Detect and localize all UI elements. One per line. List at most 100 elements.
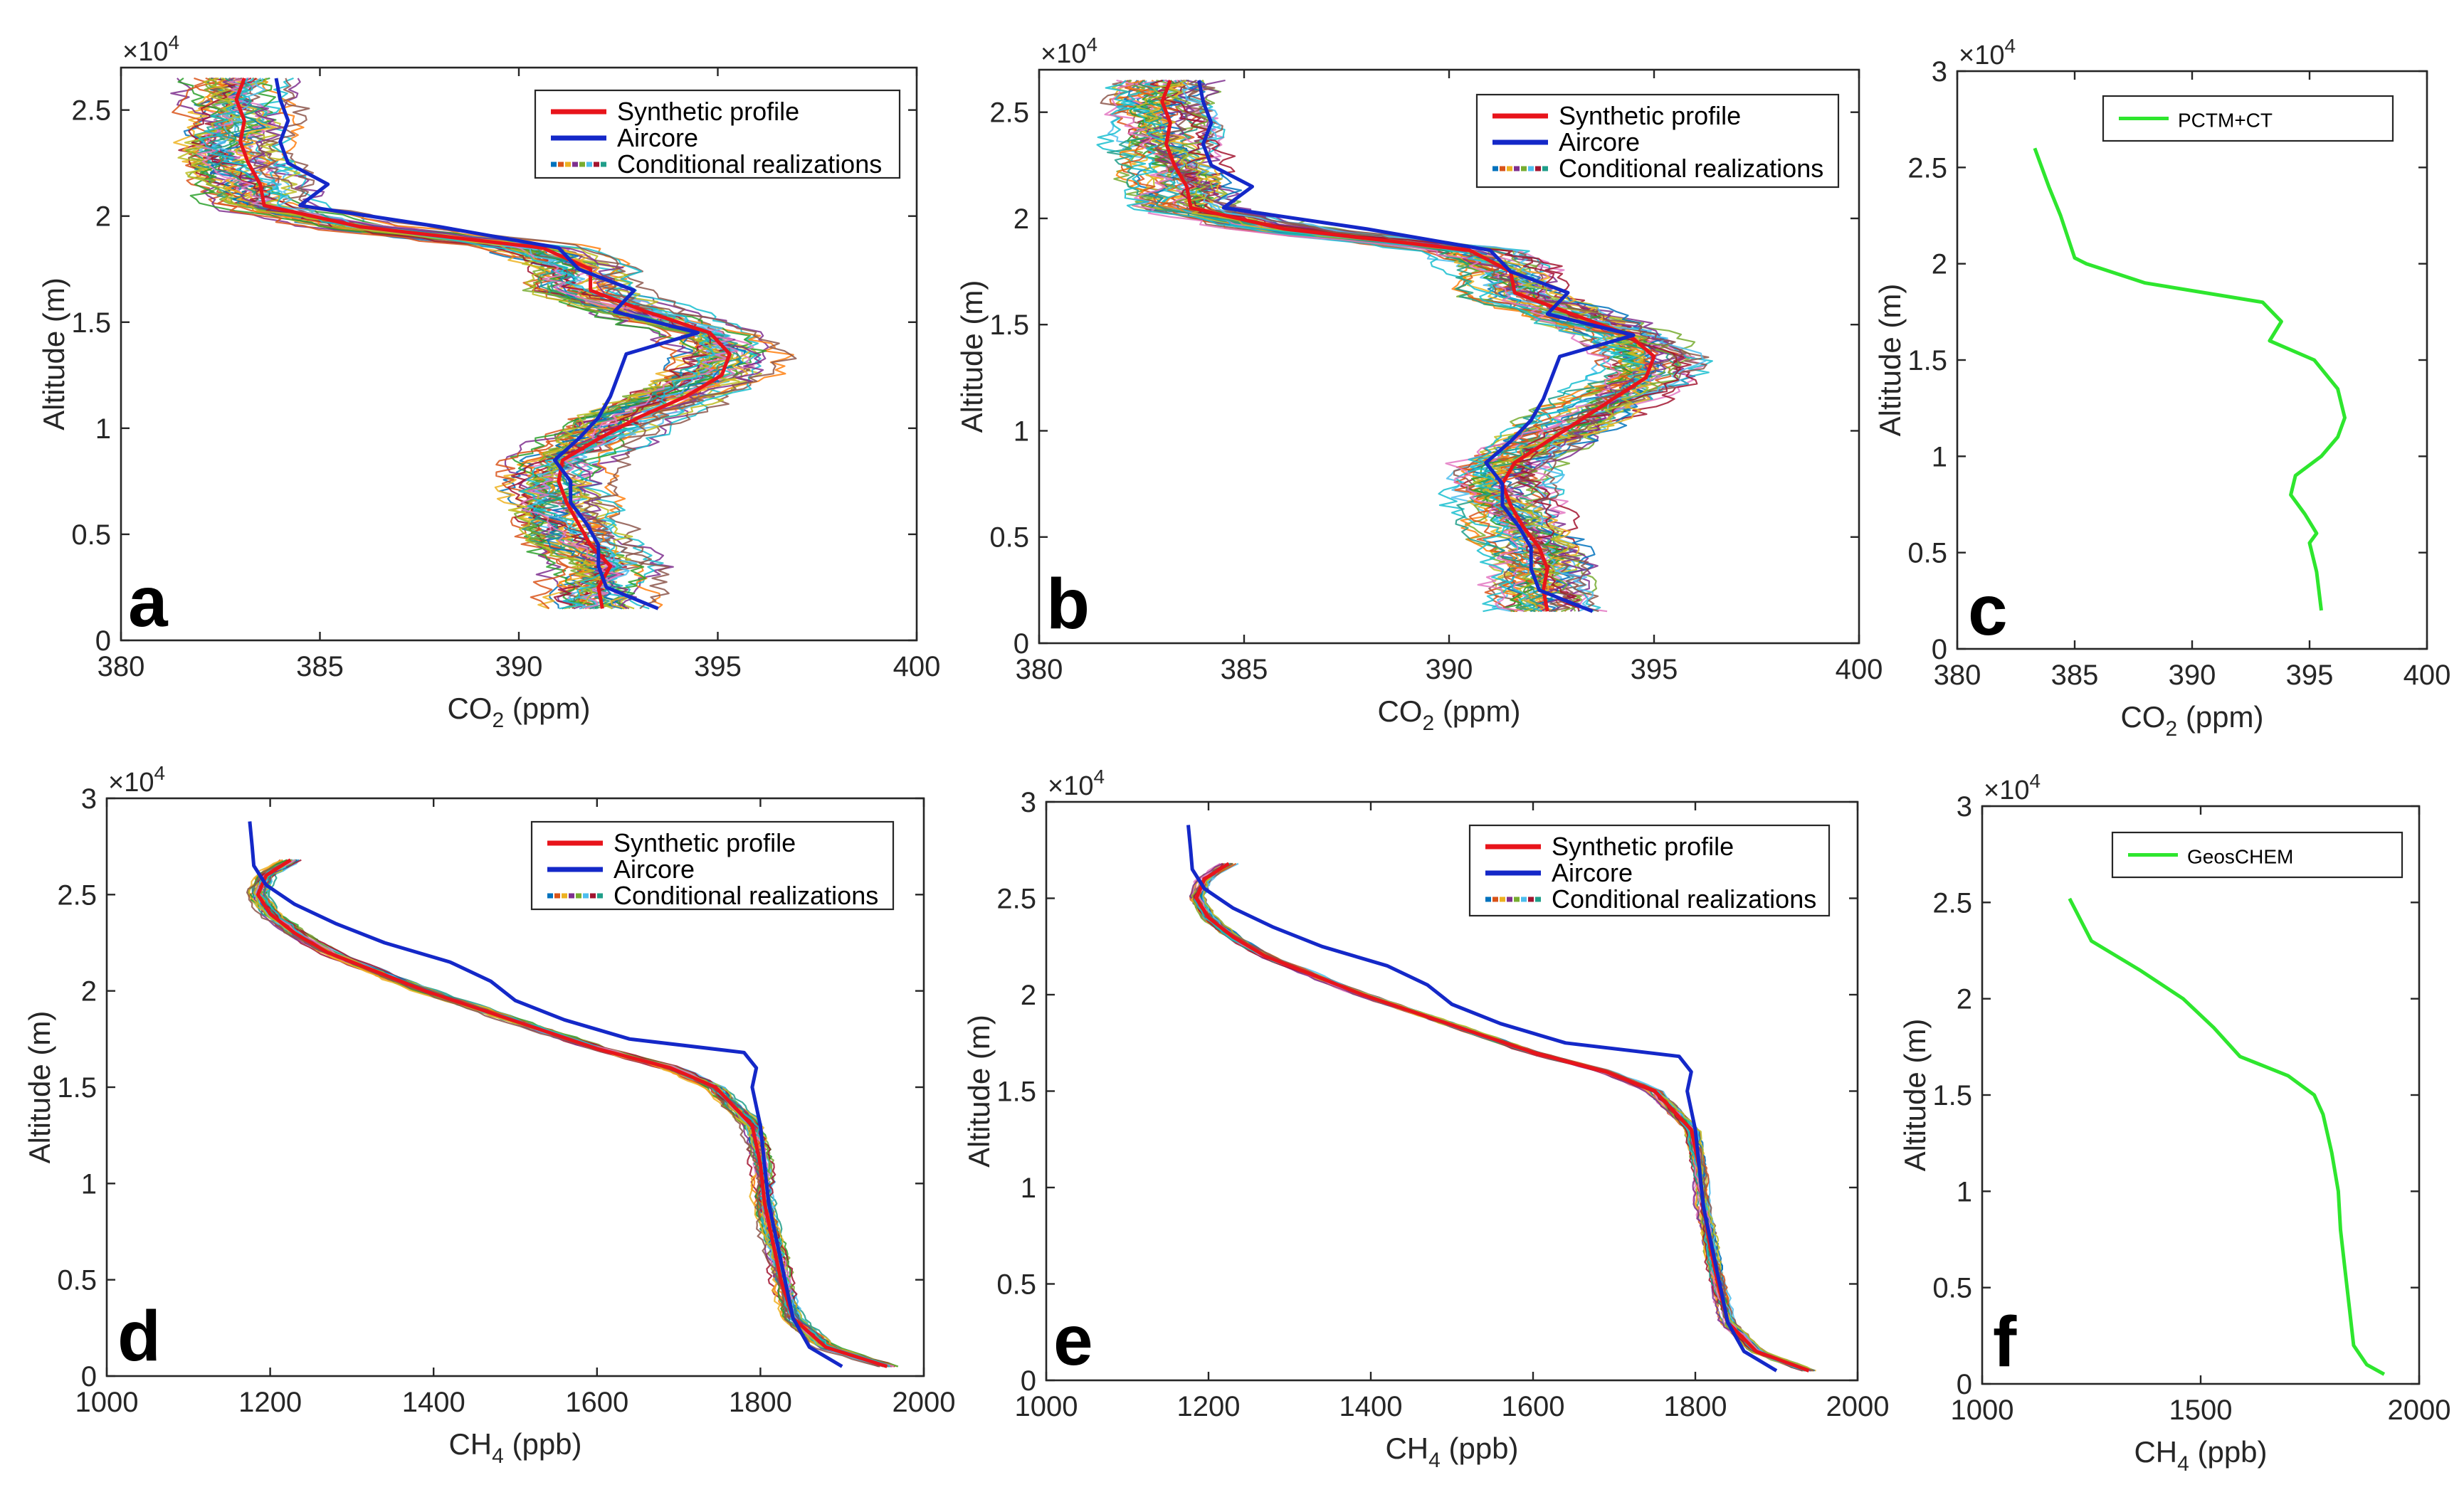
panel-b: 380 385 390 395 400 0 0.5 1 1.5 2 2.5 ×104 CO2 (ppm)… [955,33,1883,735]
x-tick-label: 1200 [1177,1391,1241,1422]
x-tick-label: 400 [2404,660,2451,691]
x-tick-label: 385 [296,651,344,682]
realization-line [1192,862,1804,1372]
y-axis-label: Altitude (m) [955,280,989,433]
y-tick-label: 1.5 [1907,345,1947,376]
y-tick-label: 1.5 [996,1077,1036,1108]
realization-line [199,78,715,610]
conditional-realizations-b [1096,79,1713,613]
y-tick-label: 1.5 [989,310,1029,341]
realization-line [260,859,892,1368]
x-axis-ticks: 380 385 390 395 400 [1016,70,1883,685]
y-tick-label: 0.5 [71,519,111,551]
y-tick-label: 1.5 [57,1072,97,1104]
y-tick-label: 2 [1021,980,1036,1011]
conditional-realizations-d [246,859,899,1368]
y-multiplier: ×104 [108,762,165,798]
x-tick-label: 1000 [1951,1395,2014,1426]
x-tick-label: 395 [1631,654,1678,685]
y-tick-label: 1 [1013,416,1029,447]
y-tick-label: 1 [1932,441,1947,472]
y-tick-label: 1 [81,1168,97,1200]
synthetic-profile-line [256,858,888,1368]
legend-label: Synthetic profile [617,97,799,126]
x-tick-label: 1600 [565,1387,628,1418]
legend-label: Synthetic profile [1559,101,1741,130]
x-tick-label: 380 [1934,660,1981,691]
legend-label: Conditional realizations [1552,884,1816,914]
aircore-line [1197,80,1636,613]
x-tick-label: 1500 [2169,1395,2233,1426]
y-tick-label: 0 [1957,1369,1972,1400]
y-axis-label: Altitude (m) [1873,284,1907,437]
x-axis-label: CO2 (ppm) [447,692,590,732]
y-tick-label: 1 [95,413,111,445]
x-tick-label: 1000 [75,1387,139,1418]
panel-letter: a [128,562,169,642]
y-tick-label: 3 [1021,787,1036,818]
y-axis-ticks: 0 0.5 1 1.5 2 2.5 3 [1932,791,2419,1400]
x-tick-label: 385 [1221,654,1268,685]
x-axis-label: CO2 (ppm) [1377,694,1520,735]
y-tick-label: 3 [81,783,97,815]
synthetic-profile-line [1160,80,1656,612]
y-multiplier: ×104 [1041,33,1097,69]
y-tick-label: 0.5 [1907,538,1947,569]
realization-line [246,859,880,1368]
y-tick-label: 1 [1957,1176,1972,1207]
y-axis-label: Altitude (m) [1898,1019,1932,1172]
panel-e: 1000 1200 1400 1600 1800 2000 0 0.5 1 1.5 2 2.5 3 ×10… [962,766,1889,1472]
realization-line [256,859,895,1368]
panel-d: 1000 1200 1400 1600 1800 2000 0 0.5 1 1.5 2 2.5 3 ×10… [23,762,955,1468]
x-axis-label: CO2 (ppm) [2120,700,2263,741]
realization-line [177,77,712,610]
y-tick-label: 2 [1932,249,1947,280]
legend: PCTM+CT [2102,95,2394,142]
realization-line [256,859,891,1368]
y-axis-ticks: 0 0.5 1 1.5 2 2.5 3 [996,787,1858,1397]
panel-letter: e [1053,1301,1093,1380]
x-axis-label: CH4 (ppb) [448,1427,581,1468]
y-tick-label: 0.5 [57,1265,97,1296]
panel-a: 380 385 390 395 400 0 0.5 1 1.5 2 2.5 ×104 CO2 (ppm)… [37,31,940,732]
x-tick-label: 2000 [1826,1391,1890,1422]
realization-line [254,859,891,1368]
y-tick-label: 2 [1957,984,1972,1015]
x-tick-label: 390 [495,651,543,682]
y-tick-label: 0 [95,625,111,657]
geoschem-line [2068,897,2386,1376]
realization-line [261,859,899,1368]
axes-frame [1981,805,2421,1385]
x-tick-label: 385 [2051,660,2099,691]
x-axis-ticks: 380 385 390 395 400 [98,68,941,682]
y-tick-label: 0.5 [996,1269,1036,1301]
y-axis-label: Altitude (m) [23,1011,56,1164]
x-tick-label: 2000 [893,1387,956,1418]
realization-line [258,859,898,1368]
legend-label: Conditional realizations [614,881,878,910]
x-tick-label: 400 [893,651,941,682]
plot-area-d [246,821,899,1368]
y-axis-ticks: 0 0.5 1 1.5 2 2.5 3 [1907,56,2427,665]
y-tick-label: 0.5 [1932,1273,1972,1304]
plot-area-e [1186,825,1816,1373]
realization-line [1120,80,1659,612]
realization-line [1191,862,1804,1372]
y-tick-label: 0 [1013,628,1029,660]
y-tick-label: 2 [95,201,111,233]
aircore-line [274,78,700,610]
y-tick-label: 0 [1932,634,1947,665]
legend-label: Conditional realizations [1559,154,1823,183]
y-multiplier: ×104 [1984,770,2041,805]
panel-letter: d [117,1296,161,1376]
y-axis-ticks: 0 0.5 1 1.5 2 2.5 3 [57,783,924,1392]
x-tick-label: 1400 [402,1387,465,1418]
realization-line [255,859,892,1368]
realization-line [205,77,742,610]
x-tick-label: 390 [1426,654,1473,685]
y-axis-ticks: 0 0.5 1 1.5 2 2.5 [989,97,1859,660]
panel-f: 1000 1500 2000 0 0.5 1 1.5 2 2.5 3 ×104 CH4 (ppb) Al… [1898,770,2450,1476]
synthetic-profile-line [234,78,732,609]
